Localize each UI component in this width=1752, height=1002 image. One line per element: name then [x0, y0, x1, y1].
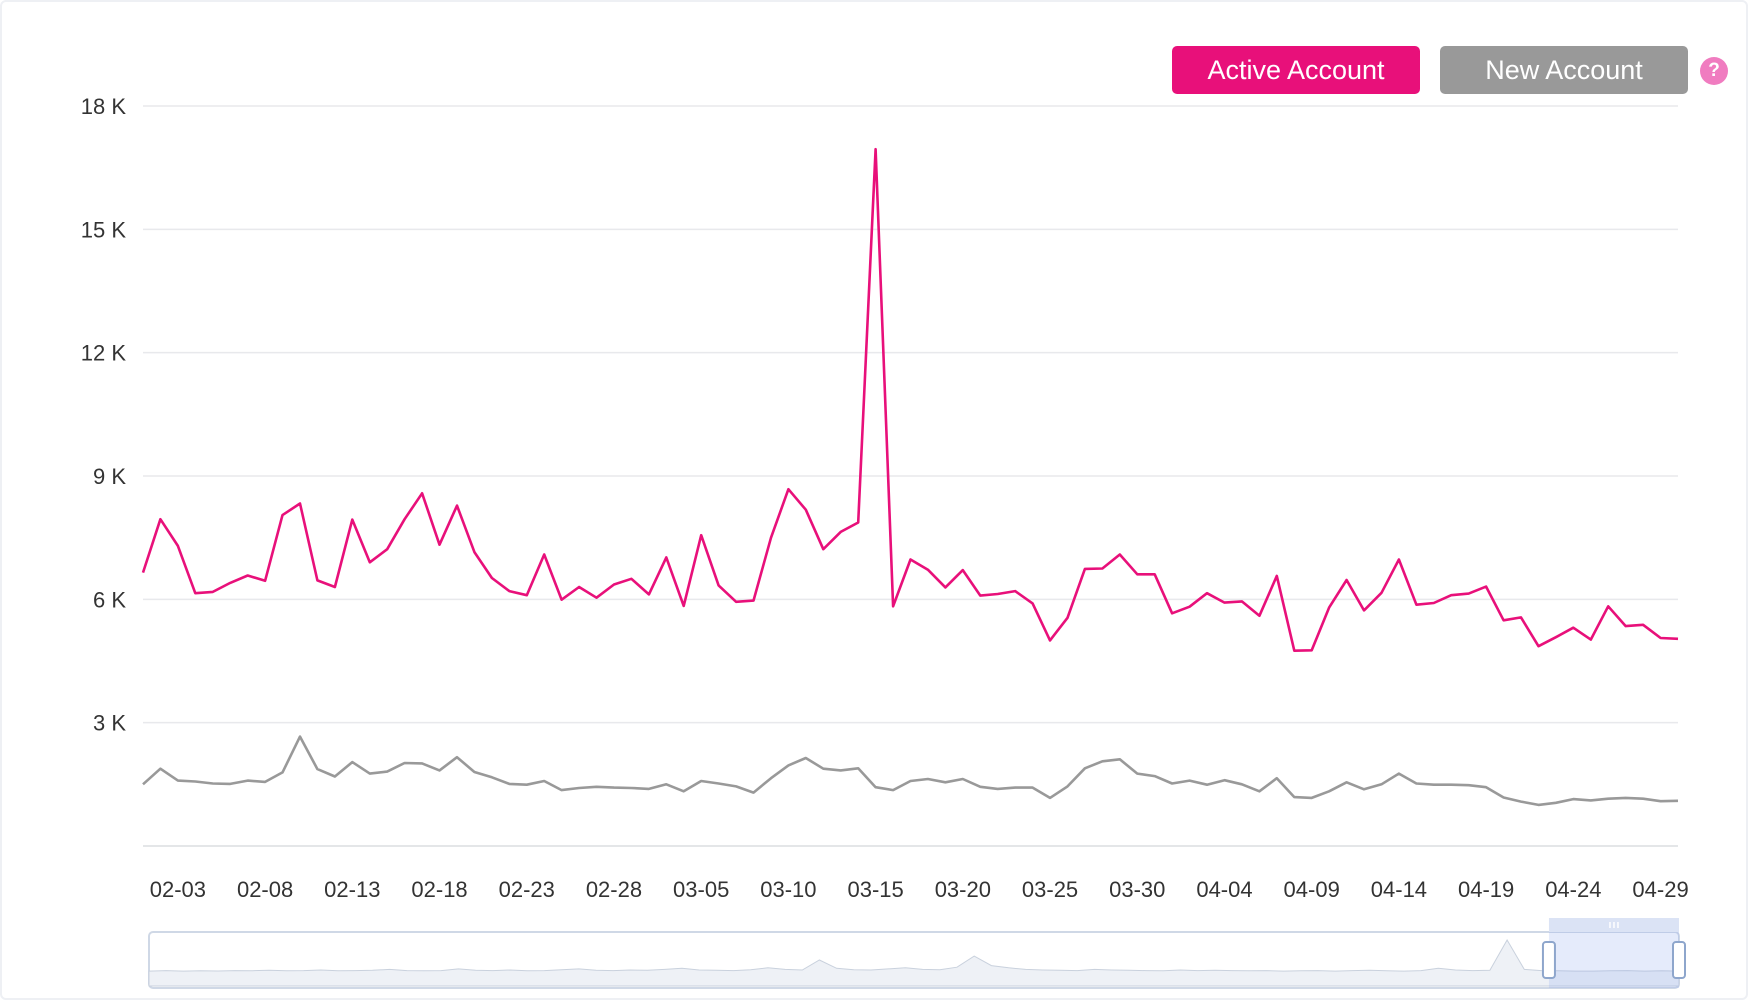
help-icon[interactable]: ?: [1700, 57, 1728, 85]
x-tick-label: 04-14: [1371, 877, 1427, 902]
x-tick-label: 02-13: [324, 877, 380, 902]
data-zoom-slider[interactable]: [148, 918, 1686, 989]
x-tick-label: 03-15: [847, 877, 903, 902]
x-tick-label: 02-08: [237, 877, 293, 902]
y-axis: 3 K 6 K 9 K 12 K 15 K 18 K: [81, 94, 127, 736]
x-tick-label: 02-03: [150, 877, 206, 902]
x-tick-label: 04-19: [1458, 877, 1514, 902]
y-tick-label: 18 K: [81, 94, 127, 119]
x-tick-label: 03-20: [935, 877, 991, 902]
y-tick-label: 15 K: [81, 217, 127, 242]
y-tick-label: 9 K: [93, 464, 126, 489]
series-lines: [141, 147, 1679, 807]
legend-new-account-button[interactable]: New Account: [1440, 46, 1688, 94]
zoom-handle-left[interactable]: [1541, 941, 1556, 979]
series-line-new-account: [142, 735, 1679, 807]
x-tick-label: 02-18: [411, 877, 467, 902]
y-tick-label: 6 K: [93, 587, 126, 612]
x-tick-label: 03-05: [673, 877, 729, 902]
legend-active-account-button[interactable]: Active Account: [1172, 46, 1420, 94]
grid-lines: [143, 105, 1678, 847]
y-tick-label: 3 K: [93, 711, 126, 736]
x-tick-label: 04-04: [1196, 877, 1252, 902]
x-tick-label: 02-28: [586, 877, 642, 902]
x-axis: 02-03 02-08 02-13 02-18 02-23 02-28 03-05 03-10…: [150, 877, 1689, 902]
zoom-selection[interactable]: [1548, 932, 1679, 988]
series-line-active-account: [141, 147, 1679, 653]
x-tick-label: 04-29: [1632, 877, 1688, 902]
x-tick-label: 03-10: [760, 877, 816, 902]
zoom-preview-area: [148, 938, 1680, 987]
x-tick-label: 02-23: [499, 877, 555, 902]
x-tick-label: 04-24: [1545, 877, 1601, 902]
x-tick-label: 04-09: [1284, 877, 1340, 902]
y-tick-label: 12 K: [81, 341, 127, 366]
x-tick-label: 03-25: [1022, 877, 1078, 902]
x-tick-label: 03-30: [1109, 877, 1165, 902]
zoom-handle-right[interactable]: [1672, 941, 1686, 979]
